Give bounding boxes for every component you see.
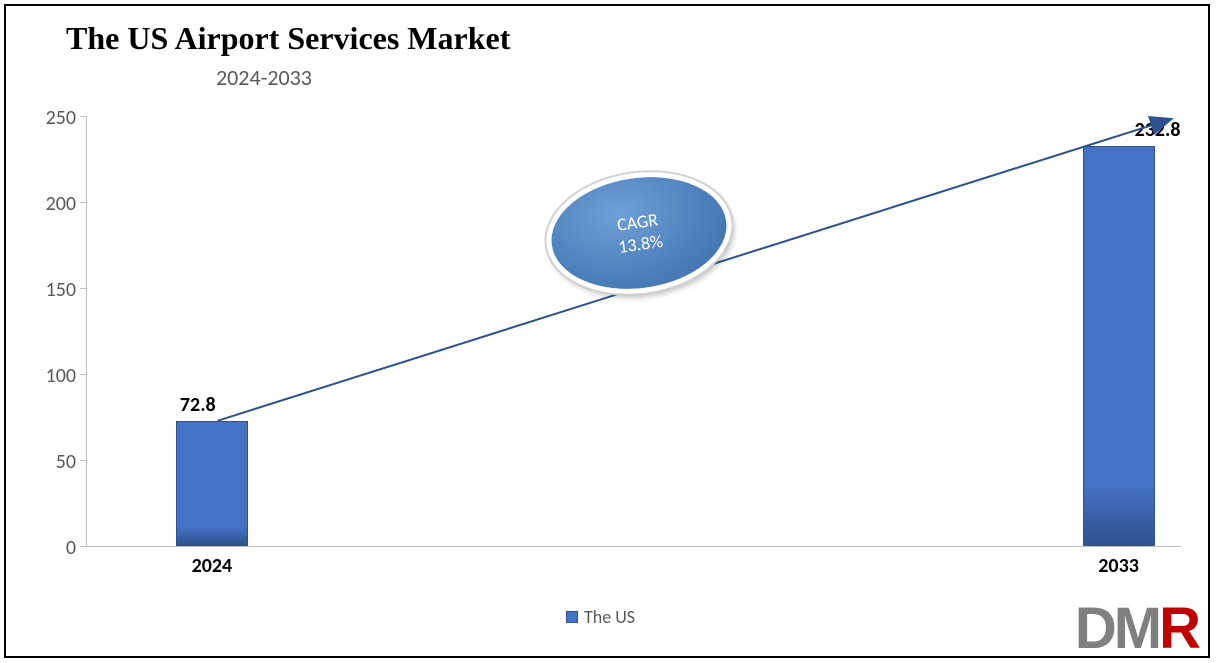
legend: The US	[566, 606, 635, 628]
plot-area: 05010015020025072.82024232.82033CAGR13.8…	[86, 116, 1181, 546]
x-axis-line	[86, 546, 1181, 547]
chart-title: The US Airport Services Market	[66, 20, 510, 57]
y-tick-label: 100	[26, 364, 76, 388]
y-tick-label: 0	[26, 536, 76, 560]
watermark-m: M	[1114, 596, 1159, 661]
y-tick-label: 250	[26, 106, 76, 130]
watermark-logo: DMR	[1075, 595, 1198, 662]
legend-swatch	[566, 611, 578, 623]
y-tick-label: 50	[26, 450, 76, 474]
legend-label: The US	[584, 606, 635, 628]
x-category-label: 2033	[1069, 554, 1169, 578]
y-tick-label: 150	[26, 278, 76, 302]
y-tick-label: 200	[26, 192, 76, 216]
watermark-r: R	[1159, 596, 1198, 661]
x-category-label: 2024	[162, 554, 262, 578]
chart-frame: The US Airport Services Market 2024-2033…	[4, 4, 1210, 658]
watermark-d: D	[1075, 596, 1114, 661]
chart-subtitle: 2024-2033	[216, 64, 312, 91]
